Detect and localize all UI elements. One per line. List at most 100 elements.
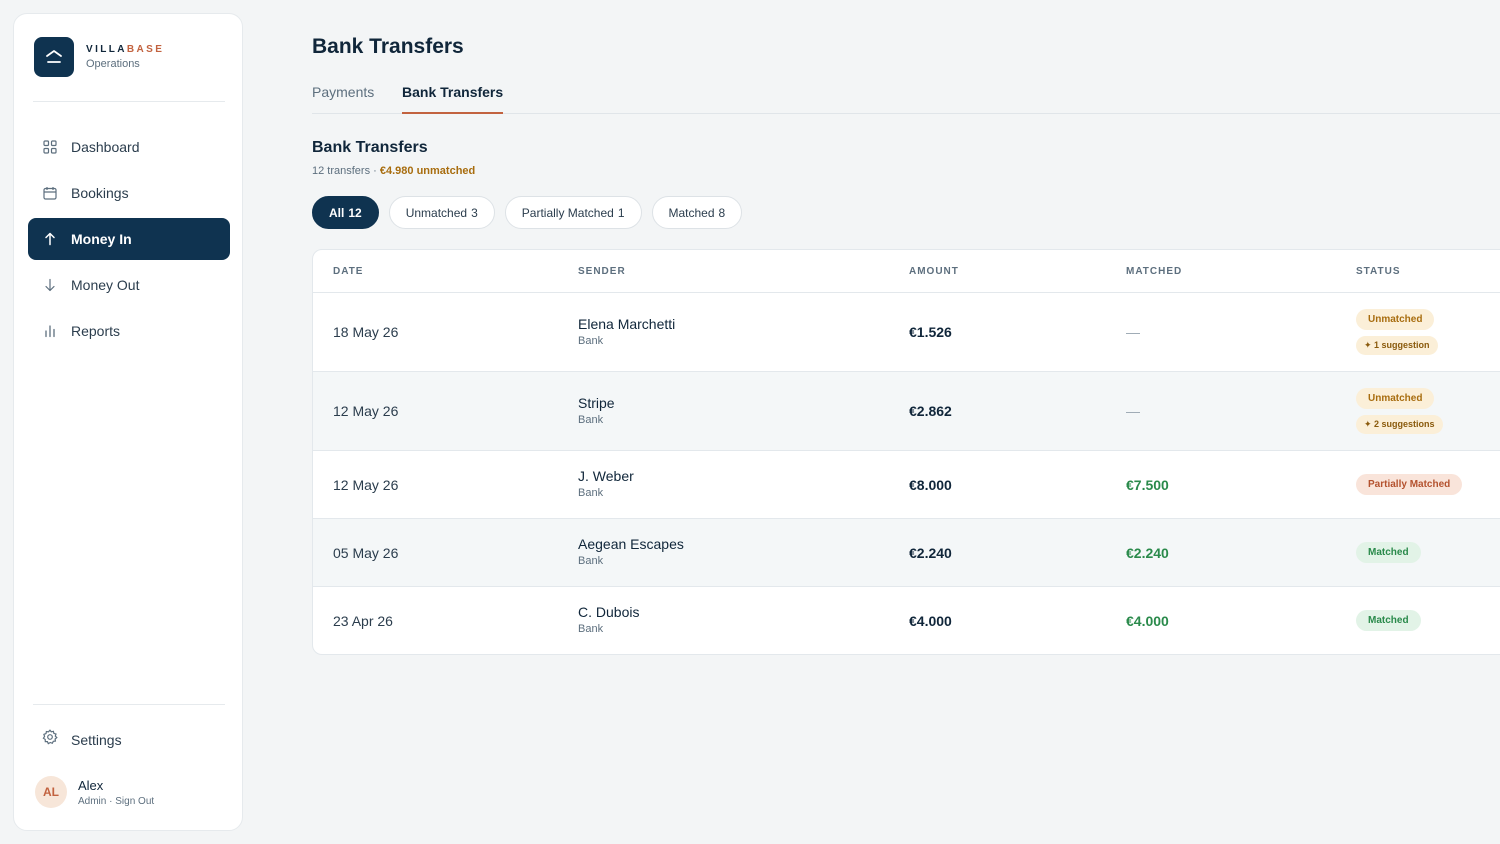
suggestion-badge[interactable]: ✦ 2 suggestions bbox=[1356, 415, 1443, 434]
row-status: Matched bbox=[1356, 542, 1421, 563]
tab-payments[interactable]: Payments bbox=[312, 84, 375, 100]
filter-unmatched[interactable]: Unmatched 3 bbox=[388, 196, 495, 229]
sidebar: VILLABASE Operations Dashboard Bookings bbox=[13, 13, 243, 831]
column-header-matched[interactable]: MATCHED bbox=[1126, 266, 1183, 277]
row-amount: €4.000 bbox=[909, 613, 952, 629]
filter-count: 12 bbox=[348, 205, 362, 220]
status-badge: Matched bbox=[1356, 610, 1421, 631]
brand-text: VILLABASE Operations bbox=[86, 44, 164, 70]
user-info: Alex Admin · Sign Out bbox=[78, 778, 154, 807]
row-date: 23 Apr 26 bbox=[333, 613, 393, 629]
row-sender: Elena Marchetti Bank bbox=[578, 316, 675, 347]
filter-partially-matched[interactable]: Partially Matched 1 bbox=[504, 196, 642, 229]
sidebar-item-settings[interactable]: Settings bbox=[42, 729, 122, 750]
row-date: 18 May 26 bbox=[333, 324, 399, 340]
row-sender: C. Dubois Bank bbox=[578, 604, 639, 635]
unmatched-total: €4.980 unmatched bbox=[379, 165, 476, 177]
row-sender: J. Weber Bank bbox=[578, 468, 634, 499]
row-status: Matched bbox=[1356, 610, 1421, 631]
sender-name: J. Weber bbox=[578, 468, 634, 484]
brand-name-part1: VILLA bbox=[86, 44, 127, 55]
filter-label: All bbox=[329, 205, 345, 220]
sidebar-item-label: Money Out bbox=[71, 277, 140, 293]
table-row[interactable]: 12 May 26 J. Weber Bank €8.000 €7.500 Pa… bbox=[313, 451, 1500, 519]
section-title: Bank Transfers bbox=[312, 139, 428, 156]
sidebar-item-money-in[interactable]: Money In bbox=[28, 218, 230, 260]
sidebar-item-reports[interactable]: Reports bbox=[28, 310, 230, 352]
sender-name: C. Dubois bbox=[578, 604, 640, 620]
table-row[interactable]: 05 May 26 Aegean Escapes Bank €2.240 €2.… bbox=[313, 519, 1500, 587]
sender-source: Bank bbox=[578, 487, 604, 499]
row-status: Partially Matched bbox=[1356, 474, 1463, 495]
sender-source: Bank bbox=[578, 335, 604, 347]
tab-bank-transfers[interactable]: Bank Transfers bbox=[402, 84, 504, 114]
row-sender: Aegean Escapes Bank bbox=[578, 536, 684, 567]
row-matched: €4.000 bbox=[1126, 613, 1169, 629]
column-header-date[interactable]: DATE bbox=[333, 266, 364, 277]
user-meta-separator: · bbox=[109, 795, 113, 807]
row-amount: €2.240 bbox=[909, 545, 952, 561]
gear-icon bbox=[42, 729, 58, 750]
row-status: Unmatched ✦ 1 suggestion bbox=[1356, 309, 1438, 355]
sidebar-item-label: Dashboard bbox=[71, 139, 140, 155]
row-matched: €2.240 bbox=[1126, 545, 1169, 561]
column-header-sender[interactable]: SENDER bbox=[578, 266, 626, 277]
row-amount: €1.526 bbox=[909, 324, 952, 340]
sender-source: Bank bbox=[578, 414, 604, 426]
user-meta: Admin · Sign Out bbox=[78, 796, 154, 807]
sidebar-item-label: Reports bbox=[71, 323, 121, 339]
row-matched: — bbox=[1126, 403, 1140, 419]
sender-source: Bank bbox=[578, 623, 604, 635]
filter-count: 1 bbox=[617, 205, 625, 220]
house-logo-icon[interactable] bbox=[34, 37, 74, 77]
table-row[interactable]: 23 Apr 26 C. Dubois Bank €4.000 €4.000 M… bbox=[313, 587, 1500, 654]
filter-chips: All 12 Unmatched 3 Partially Matched 1 Matc… bbox=[312, 196, 752, 229]
transfers-table: DATE SENDER AMOUNT MATCHED STATUS 18 May… bbox=[312, 249, 1500, 655]
brand-name: VILLABASE bbox=[86, 44, 164, 55]
sender-name: Aegean Escapes bbox=[578, 536, 684, 552]
status-badge: Partially Matched bbox=[1356, 474, 1463, 495]
summary-separator: · bbox=[373, 165, 377, 177]
calendar-icon bbox=[42, 185, 58, 201]
filter-count: 8 bbox=[718, 205, 726, 220]
sender-name: Elena Marchetti bbox=[578, 316, 676, 332]
column-header-amount[interactable]: AMOUNT bbox=[909, 266, 959, 277]
brand-name-part2: BASE bbox=[126, 44, 165, 55]
bar-chart-icon bbox=[42, 323, 58, 339]
sidebar-divider-top bbox=[33, 101, 225, 102]
status-badge: Unmatched bbox=[1356, 388, 1435, 409]
section-summary: 12 transfers · €4.980 unmatched bbox=[312, 165, 475, 177]
row-date: 05 May 26 bbox=[333, 545, 399, 561]
page-title: Bank Transfers bbox=[312, 35, 464, 58]
brand: VILLABASE Operations bbox=[34, 37, 164, 77]
user-name: Alex bbox=[78, 777, 104, 793]
status-badge: Matched bbox=[1356, 542, 1421, 563]
table-row[interactable]: 12 May 26 Stripe Bank €2.862 — Unmatched… bbox=[313, 372, 1500, 451]
filter-label: Matched bbox=[668, 205, 715, 220]
suggestion-badge[interactable]: ✦ 1 suggestion bbox=[1356, 336, 1438, 355]
transfer-count: 12 transfers bbox=[312, 165, 371, 177]
status-badge: Unmatched bbox=[1356, 309, 1435, 330]
sidebar-item-label: Money In bbox=[71, 231, 132, 247]
row-sender: Stripe Bank bbox=[578, 395, 615, 426]
sidebar-divider-bottom bbox=[33, 704, 225, 705]
filter-matched[interactable]: Matched 8 bbox=[651, 196, 743, 229]
table-row[interactable]: 18 May 26 Elena Marchetti Bank €1.526 — … bbox=[313, 293, 1500, 372]
sign-out-link[interactable]: Sign Out bbox=[115, 795, 155, 807]
row-date: 12 May 26 bbox=[333, 477, 399, 493]
arrow-down-icon bbox=[42, 277, 58, 293]
sender-name: Stripe bbox=[578, 395, 615, 411]
filter-all[interactable]: All 12 bbox=[312, 196, 379, 229]
user-role: Admin bbox=[78, 795, 107, 807]
user-profile: AL Alex Admin · Sign Out bbox=[35, 776, 154, 808]
sidebar-item-dashboard[interactable]: Dashboard bbox=[28, 126, 230, 168]
arrow-up-icon bbox=[42, 231, 58, 247]
row-amount: €8.000 bbox=[909, 477, 952, 493]
filter-label: Partially Matched bbox=[521, 205, 614, 220]
filter-label: Unmatched bbox=[405, 205, 468, 220]
sidebar-item-money-out[interactable]: Money Out bbox=[28, 264, 230, 306]
avatar[interactable]: AL bbox=[35, 776, 67, 808]
filter-count: 3 bbox=[471, 205, 478, 220]
column-header-status[interactable]: STATUS bbox=[1356, 266, 1401, 277]
sidebar-item-bookings[interactable]: Bookings bbox=[28, 172, 230, 214]
